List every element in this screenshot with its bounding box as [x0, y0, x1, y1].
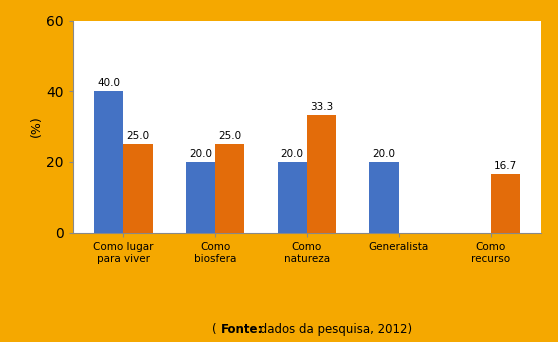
Text: 20.0: 20.0	[189, 149, 212, 159]
Text: 40.0: 40.0	[97, 78, 120, 88]
Bar	[215, 144, 244, 233]
Text: dados da pesquisa, 2012): dados da pesquisa, 2012)	[256, 323, 412, 336]
Y-axis label: (%): (%)	[30, 116, 43, 137]
Text: (: (	[212, 323, 217, 336]
Text: 20.0: 20.0	[373, 149, 396, 159]
Text: 25.0: 25.0	[218, 131, 241, 141]
Text: 20.0: 20.0	[281, 149, 304, 159]
Text: 25.0: 25.0	[126, 131, 150, 141]
Text: 16.7: 16.7	[494, 161, 517, 171]
Bar	[277, 162, 307, 233]
Bar	[490, 173, 520, 233]
Bar	[369, 162, 399, 233]
Bar	[94, 91, 123, 233]
Text: 33.3: 33.3	[310, 102, 333, 112]
Bar	[123, 144, 153, 233]
Bar	[307, 115, 336, 233]
Text: Fonte:: Fonte:	[220, 323, 263, 336]
Bar	[186, 162, 215, 233]
